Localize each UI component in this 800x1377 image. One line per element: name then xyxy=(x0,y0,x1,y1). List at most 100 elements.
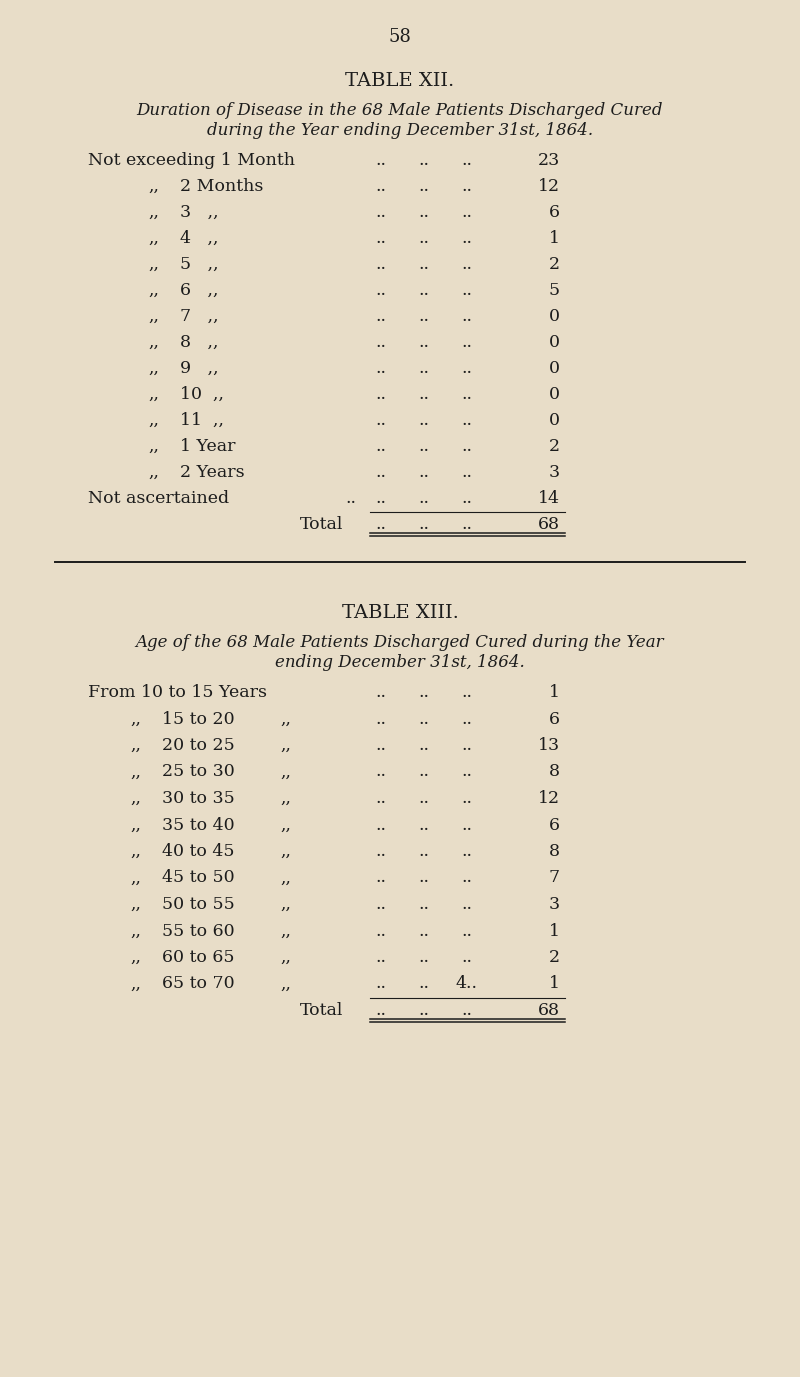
Text: ..: .. xyxy=(418,923,429,939)
Text: ..: .. xyxy=(375,490,386,507)
Text: ..: .. xyxy=(461,230,472,246)
Text: ,,: ,, xyxy=(130,763,141,781)
Text: 55 to 60: 55 to 60 xyxy=(162,923,234,939)
Text: 12: 12 xyxy=(538,178,560,196)
Text: ..: .. xyxy=(375,178,386,196)
Text: ..: .. xyxy=(418,359,429,377)
Text: 7: 7 xyxy=(549,869,560,887)
Text: ,,: ,, xyxy=(130,711,141,727)
Text: ,,: ,, xyxy=(280,817,291,833)
Text: ..: .. xyxy=(461,790,472,807)
Text: ..: .. xyxy=(375,438,386,454)
Text: ,,: ,, xyxy=(130,923,141,939)
Text: ,,: ,, xyxy=(148,256,159,273)
Text: ..: .. xyxy=(461,386,472,403)
Text: 45 to 50: 45 to 50 xyxy=(162,869,234,887)
Text: ..: .. xyxy=(375,256,386,273)
Text: 3   ,,: 3 ,, xyxy=(180,204,218,220)
Text: ,,: ,, xyxy=(148,230,159,246)
Text: ..: .. xyxy=(375,464,386,481)
Text: ..: .. xyxy=(461,412,472,430)
Text: ,,: ,, xyxy=(130,737,141,755)
Text: ,,: ,, xyxy=(148,412,159,430)
Text: 68: 68 xyxy=(538,516,560,533)
Text: ,,: ,, xyxy=(130,790,141,807)
Text: 30 to 35: 30 to 35 xyxy=(162,790,234,807)
Text: ,,: ,, xyxy=(130,869,141,887)
Text: ,,: ,, xyxy=(280,843,291,861)
Text: ,,: ,, xyxy=(130,949,141,967)
Text: ,,: ,, xyxy=(280,763,291,781)
Text: 5: 5 xyxy=(549,282,560,299)
Text: ..: .. xyxy=(375,684,386,701)
Text: ..: .. xyxy=(461,516,472,533)
Text: ..: .. xyxy=(461,763,472,781)
Text: ..: .. xyxy=(461,737,472,755)
Text: ending December 31st, 1864.: ending December 31st, 1864. xyxy=(275,654,525,671)
Text: 25 to 30: 25 to 30 xyxy=(162,763,234,781)
Text: ,,: ,, xyxy=(148,282,159,299)
Text: ..: .. xyxy=(461,490,472,507)
Text: ..: .. xyxy=(461,711,472,727)
Text: 8: 8 xyxy=(549,763,560,781)
Text: ,,: ,, xyxy=(148,438,159,454)
Text: ..: .. xyxy=(375,386,386,403)
Text: ..: .. xyxy=(461,178,472,196)
Text: ..: .. xyxy=(418,975,429,993)
Text: ..: .. xyxy=(418,464,429,481)
Text: ..: .. xyxy=(375,230,386,246)
Text: 11  ,,: 11 ,, xyxy=(180,412,224,430)
Text: 14: 14 xyxy=(538,490,560,507)
Text: ..: .. xyxy=(418,178,429,196)
Text: ..: .. xyxy=(461,1002,472,1019)
Text: 40 to 45: 40 to 45 xyxy=(162,843,234,861)
Text: 1: 1 xyxy=(549,923,560,939)
Text: 7   ,,: 7 ,, xyxy=(180,308,218,325)
Text: Duration of Disease in the 68 Male Patients Discharged Cured: Duration of Disease in the 68 Male Patie… xyxy=(137,102,663,118)
Text: Total: Total xyxy=(300,516,343,533)
Text: ..: .. xyxy=(418,684,429,701)
Text: ..: .. xyxy=(375,335,386,351)
Text: ..: .. xyxy=(418,282,429,299)
Text: ..: .. xyxy=(375,516,386,533)
Text: ..: .. xyxy=(418,1002,429,1019)
Text: ..: .. xyxy=(375,412,386,430)
Text: ,,: ,, xyxy=(280,869,291,887)
Text: ,,: ,, xyxy=(148,386,159,403)
Text: ..: .. xyxy=(418,790,429,807)
Text: ..: .. xyxy=(418,230,429,246)
Text: ..: .. xyxy=(461,684,472,701)
Text: ,,: ,, xyxy=(148,464,159,481)
Text: 0: 0 xyxy=(549,386,560,403)
Text: ..: .. xyxy=(418,516,429,533)
Text: 13: 13 xyxy=(538,737,560,755)
Text: 65 to 70: 65 to 70 xyxy=(162,975,234,993)
Text: ..: .. xyxy=(375,817,386,833)
Text: ,,: ,, xyxy=(130,843,141,861)
Text: ..: .. xyxy=(461,151,472,169)
Text: 8: 8 xyxy=(549,843,560,861)
Text: ..: .. xyxy=(461,464,472,481)
Text: Not ascertained: Not ascertained xyxy=(88,490,229,507)
Text: 2: 2 xyxy=(549,949,560,967)
Text: 3: 3 xyxy=(549,464,560,481)
Text: ..: .. xyxy=(418,438,429,454)
Text: ..: .. xyxy=(418,151,429,169)
Text: ..: .. xyxy=(418,869,429,887)
Text: 6   ,,: 6 ,, xyxy=(180,282,218,299)
Text: ,,: ,, xyxy=(280,790,291,807)
Text: ..: .. xyxy=(418,711,429,727)
Text: 6: 6 xyxy=(549,204,560,220)
Text: ..: .. xyxy=(461,359,472,377)
Text: ..: .. xyxy=(418,204,429,220)
Text: 0: 0 xyxy=(549,412,560,430)
Text: 0: 0 xyxy=(549,308,560,325)
Text: ,,: ,, xyxy=(130,975,141,993)
Text: 1: 1 xyxy=(549,684,560,701)
Text: ..: .. xyxy=(375,869,386,887)
Text: ..: .. xyxy=(375,737,386,755)
Text: 2: 2 xyxy=(549,438,560,454)
Text: ,,: ,, xyxy=(148,178,159,196)
Text: 10  ,,: 10 ,, xyxy=(180,386,224,403)
Text: ..: .. xyxy=(375,1002,386,1019)
